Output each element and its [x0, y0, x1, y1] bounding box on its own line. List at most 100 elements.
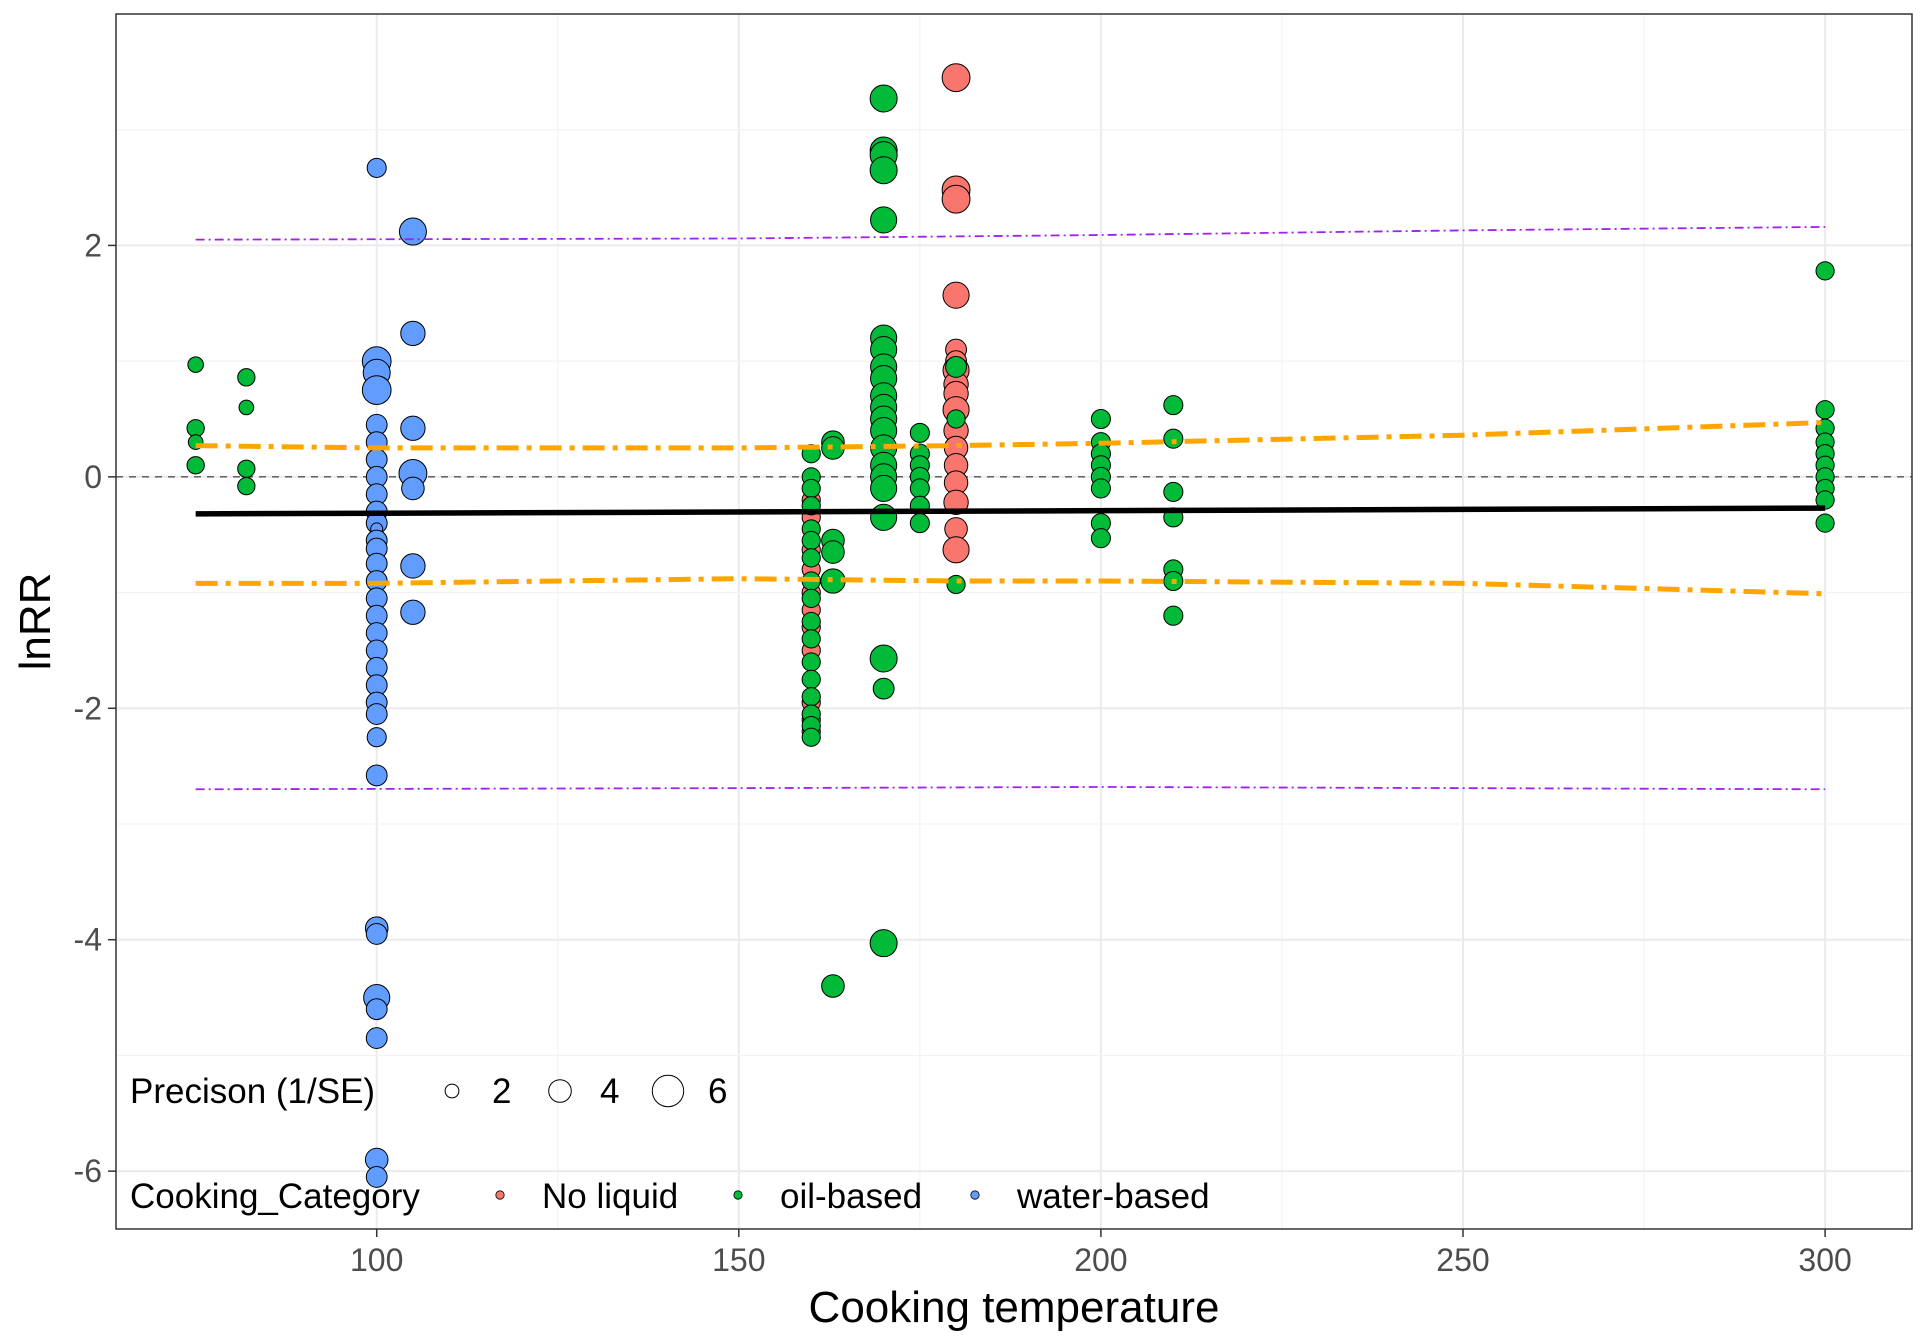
data-point-oil-based — [801, 530, 821, 551]
data-point-oil-based — [801, 629, 821, 649]
data-point-water-based — [401, 476, 425, 501]
data-point-oil-based — [801, 611, 821, 632]
x-tick-label: 100 — [350, 1242, 403, 1278]
x-tick-label: 150 — [712, 1242, 765, 1278]
data-point-water-based — [400, 599, 426, 625]
data-point-oil-based — [869, 929, 898, 958]
data-point-oil-based — [945, 356, 967, 378]
data-point-no-liquid — [941, 184, 971, 214]
legend-label-water-based: water-based — [1016, 1177, 1210, 1216]
data-point-oil-based — [870, 474, 898, 502]
y-tick-label: 2 — [84, 227, 102, 263]
data-point-water-based — [365, 1166, 388, 1188]
legend-key-water-based — [970, 1190, 980, 1200]
size-legend-key-label: 4 — [600, 1072, 619, 1111]
data-point-oil-based — [909, 478, 930, 499]
legend-key-oil-based — [733, 1190, 743, 1200]
y-axis-title: lnRR — [11, 573, 60, 671]
data-point-water-based — [361, 375, 392, 405]
data-point-oil-based — [1163, 605, 1184, 626]
y-tick-label: -4 — [74, 922, 102, 958]
data-point-oil-based — [1163, 481, 1184, 502]
data-point-oil-based — [869, 84, 898, 113]
legend-label-no-liquid: No liquid — [542, 1177, 678, 1216]
lines-layer — [195, 226, 1826, 791]
size-legend-title: Precison (1/SE) — [130, 1072, 375, 1111]
data-point-oil-based — [238, 399, 255, 416]
data-point-oil-based — [801, 687, 821, 707]
prediction-interval-upper — [195, 226, 1826, 241]
x-tick-label: 200 — [1074, 1242, 1127, 1278]
points-layer — [186, 63, 1835, 1188]
data-point-oil-based — [1163, 428, 1184, 449]
data-point-water-based — [365, 1027, 388, 1049]
data-point-water-based — [400, 320, 426, 347]
data-point-no-liquid — [942, 536, 970, 564]
x-tick-label: 250 — [1436, 1242, 1489, 1278]
data-point-oil-based — [946, 574, 966, 595]
data-point-water-based — [366, 727, 387, 748]
data-point-water-based — [398, 217, 427, 246]
data-point-oil-based — [801, 669, 821, 689]
data-point-oil-based — [1815, 261, 1835, 281]
size-legend-key-label: 6 — [708, 1072, 727, 1111]
color-legend: Cooking_Category No liquid oil-based water… — [130, 1177, 1210, 1216]
data-point-oil-based — [1163, 395, 1184, 416]
data-point-water-based — [365, 764, 388, 787]
color-legend-title: Cooking_Category — [130, 1177, 420, 1216]
data-point-oil-based — [1090, 528, 1111, 549]
data-point-oil-based — [870, 206, 898, 234]
regression-fit-line — [195, 505, 1826, 517]
size-legend: Precison (1/SE) 2 4 6 — [130, 1072, 727, 1111]
data-point-oil-based — [1815, 400, 1835, 420]
x-axis: 100 150 200 250 300 — [350, 1229, 1852, 1278]
data-point-oil-based — [1090, 408, 1111, 430]
panel-border — [115, 13, 1913, 1230]
x-axis-title: Cooking temperature — [809, 1283, 1220, 1332]
data-point-oil-based — [801, 588, 821, 608]
y-tick-label: -6 — [74, 1153, 102, 1189]
y-tick-label: -2 — [74, 690, 102, 726]
data-point-no-liquid — [941, 63, 971, 93]
prediction-interval-lower — [195, 786, 1826, 791]
size-legend-key-circle — [548, 1079, 572, 1103]
data-point-oil-based — [187, 356, 204, 373]
data-point-oil-based — [237, 459, 256, 478]
data-point-oil-based — [186, 456, 205, 475]
data-point-oil-based — [1815, 513, 1835, 533]
data-point-oil-based — [870, 503, 898, 531]
size-legend-key-circle — [651, 1074, 685, 1108]
confidence-interval-lower — [195, 576, 1826, 597]
data-point-no-liquid — [942, 281, 970, 309]
legend-key-no-liquid — [495, 1190, 505, 1200]
size-legend-keys: 2 4 6 — [444, 1072, 727, 1111]
data-point-oil-based — [801, 727, 821, 747]
data-point-water-based — [400, 415, 426, 441]
size-legend-key-label: 2 — [492, 1072, 511, 1111]
data-point-oil-based — [872, 677, 895, 700]
data-point-oil-based — [821, 540, 845, 564]
data-point-water-based — [365, 998, 388, 1021]
data-point-no-liquid — [943, 489, 969, 515]
size-legend-key-circle — [444, 1083, 460, 1099]
y-axis: -6 -4 -2 0 2 — [74, 227, 116, 1189]
color-legend-keys: No liquid oil-based water-based — [495, 1177, 1210, 1216]
data-point-oil-based — [237, 476, 256, 496]
data-point-oil-based — [909, 513, 930, 534]
data-point-water-based — [400, 553, 426, 579]
data-point-oil-based — [801, 478, 821, 499]
data-point-water-based — [365, 923, 388, 945]
data-point-water-based — [366, 157, 387, 178]
data-point-oil-based — [869, 644, 898, 673]
data-point-oil-based — [909, 422, 930, 443]
data-point-oil-based — [237, 368, 256, 387]
data-point-oil-based — [801, 548, 821, 568]
y-tick-label: 0 — [84, 459, 102, 495]
data-point-water-based — [365, 703, 388, 725]
legend-label-oil-based: oil-based — [780, 1177, 922, 1216]
data-point-oil-based — [869, 156, 898, 185]
confidence-interval-upper — [195, 419, 1826, 451]
data-point-oil-based — [801, 652, 821, 672]
